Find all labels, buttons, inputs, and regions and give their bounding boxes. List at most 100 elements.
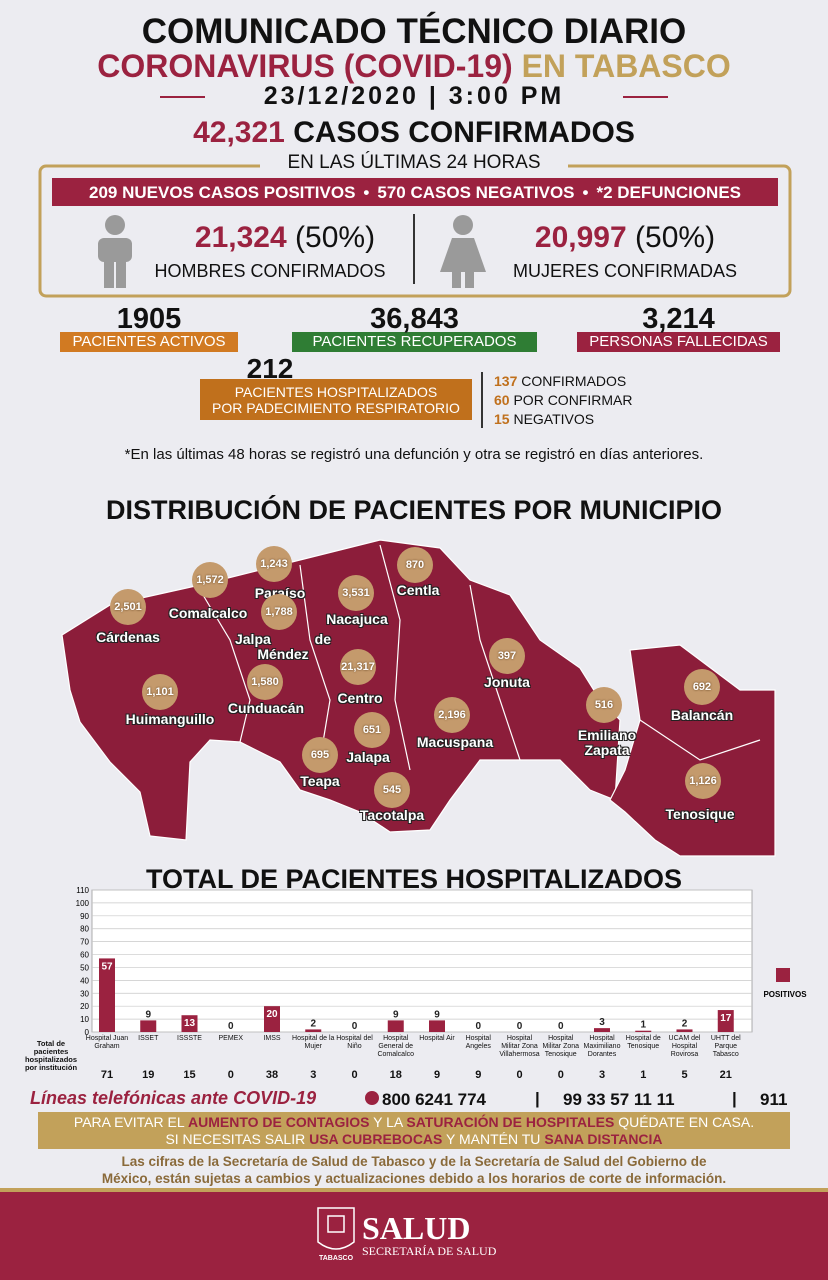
phone-number: 800 6241 774: [382, 1090, 486, 1109]
total-value: 3: [310, 1069, 317, 1081]
municipality-name: Cárdenas: [96, 629, 160, 645]
bar: [387, 1020, 404, 1032]
total-value: 0: [557, 1069, 564, 1081]
data-label: 3: [599, 1017, 605, 1028]
total-value: 18: [389, 1069, 402, 1081]
municipality-bubble: 1,126: [685, 763, 721, 799]
stat-band: [292, 332, 537, 352]
total-value: 3: [598, 1069, 606, 1081]
municipality-bubble: 1,580: [247, 664, 283, 700]
municipality-bubble: 397: [489, 638, 525, 674]
bar: [429, 1020, 445, 1032]
bullet: •: [363, 183, 370, 202]
male-icon: [98, 215, 132, 288]
data-label: 0: [517, 1021, 523, 1032]
summary-band: [52, 178, 778, 206]
daily-items: 209 NUEVOS CASOS POSITIVOS • 570 CASOS NEG…: [52, 183, 778, 203]
y-tick-label: 40: [80, 976, 89, 985]
municipality-bubble: 2,501: [110, 589, 146, 625]
breakdown-row: 60 POR CONFIRMAR: [494, 392, 632, 408]
stat-value: 1905: [116, 303, 182, 335]
advice: PARA EVITAR EL AUMENTO DE CONTAGIOS Y LA…: [38, 1114, 790, 1148]
municipality-name: Jonuta: [484, 674, 530, 690]
x-tick-label: Hospital Militar Zona Villahermosa: [499, 1035, 540, 1058]
bar: [305, 1029, 322, 1032]
men-label: HOMBRES CONFIRMADOS: [154, 261, 386, 281]
men-value: 21,324: [194, 221, 287, 254]
total-value: 1: [640, 1069, 647, 1081]
municipality-name: Huimanguillo: [125, 711, 215, 727]
total-value: 9: [475, 1069, 482, 1081]
x-tick-label: IMSS: [263, 1035, 281, 1042]
plot-area: [91, 889, 753, 1033]
x-tick-label: ISSSTE: [177, 1035, 202, 1042]
x-tick-label: Hospital Juan Graham: [85, 1035, 129, 1050]
advice-band: [38, 1112, 790, 1149]
men-count: 21,324 (50%): [150, 223, 420, 253]
total-value: 0: [516, 1069, 523, 1081]
advice-text: SI NECESITAS SALIR: [165, 1131, 310, 1147]
municipality-name: Nacajuca: [326, 611, 388, 627]
note: *En las últimas 48 horas se registró una…: [124, 446, 704, 463]
stat-value: 3,214: [642, 303, 715, 335]
y-tick-label: 50: [80, 963, 89, 972]
y-tick-label: 60: [80, 951, 89, 960]
bar: [594, 1028, 610, 1032]
x-tick-label: Hospital del Niño: [336, 1035, 373, 1050]
advice-emphasis: SANA DISTANCIA: [544, 1131, 663, 1147]
advice-line: SI NECESITAS SALIR USA CUBREBOCAS Y MANT…: [38, 1131, 790, 1148]
y-tick-label: 100: [76, 899, 90, 908]
phones-label: Líneas telefónicas ante COVID-19: [30, 1088, 317, 1108]
breakdown-value: 137: [494, 373, 518, 389]
hosp-label: PACIENTES HOSPITALIZADOS POR PADECIMIENTO…: [200, 384, 472, 416]
y-tick-label: 10: [80, 1015, 89, 1024]
stat-band: [60, 332, 238, 352]
data-label: 17: [720, 1013, 732, 1024]
total-value: 9: [433, 1069, 441, 1081]
x-tick-label: Hospital Maximiliano Dorantes: [583, 1035, 621, 1058]
daily-item: 570 CASOS NEGATIVOS: [377, 183, 575, 202]
municipality-name: Tacotalpa: [359, 807, 425, 823]
totals-label: Total de pacientes hospitalizados por in…: [24, 1039, 78, 1072]
stat-band: [577, 332, 780, 352]
total-value: 0: [351, 1069, 358, 1081]
x-tick-label: UCAM del Hospital Rovirosa: [668, 1035, 701, 1058]
y-tick-label: 90: [80, 912, 89, 921]
municipality-name: Tenosique: [665, 806, 735, 822]
total-value: 15: [183, 1069, 196, 1081]
x-tick-label: Hospital Air: [419, 1035, 455, 1042]
breakdown-value: 15: [494, 411, 510, 427]
disclaimer: Las cifras de la Secretaría de Salud de …: [0, 1153, 828, 1187]
advice-text: Y MANTÉN TU: [442, 1131, 545, 1147]
seal-icon: [317, 1207, 355, 1250]
gold-rule: [0, 1188, 828, 1192]
female-icon: [440, 215, 486, 288]
hosp-label-line: POR PADECIMIENTO RESPIRATORIO: [212, 400, 460, 416]
advice-text: QUÉDATE EN CASA.: [614, 1114, 755, 1130]
breakdown-value: 60: [494, 392, 510, 408]
state-map: [61, 539, 776, 857]
data-label: 0: [352, 1021, 358, 1032]
subtitle-a: CORONAVIRUS (COVID-19): [97, 48, 513, 84]
footer-state: TABASCO: [318, 1255, 354, 1262]
total-value: 71: [100, 1069, 114, 1081]
bar: [635, 1030, 652, 1032]
advice-line: PARA EVITAR EL AUMENTO DE CONTAGIOS Y LA…: [38, 1114, 790, 1131]
municipality-bubble: 651: [354, 712, 390, 748]
x-tick-label: Hospital Angeles: [465, 1035, 491, 1050]
phone-icon: [365, 1091, 379, 1105]
x-tick-label: Hospital General de Comalcalco: [377, 1035, 415, 1058]
advice-text: Y LA: [369, 1114, 407, 1130]
data-label: 0: [475, 1021, 481, 1032]
x-tick-label: UHTT del Parque Tabasco: [710, 1035, 741, 1058]
bar: [99, 958, 115, 1032]
municipality-name: Jalpa de Méndez: [234, 631, 332, 662]
date: 23/12/2020 | 3:00 PM: [263, 82, 565, 110]
separator: |: [535, 1089, 540, 1108]
bar: [140, 1020, 157, 1032]
data-label: 2: [682, 1018, 688, 1029]
municipality-name: Comalcalco: [168, 605, 248, 621]
data-label: 0: [558, 1021, 564, 1032]
y-tick-label: 80: [80, 925, 89, 934]
